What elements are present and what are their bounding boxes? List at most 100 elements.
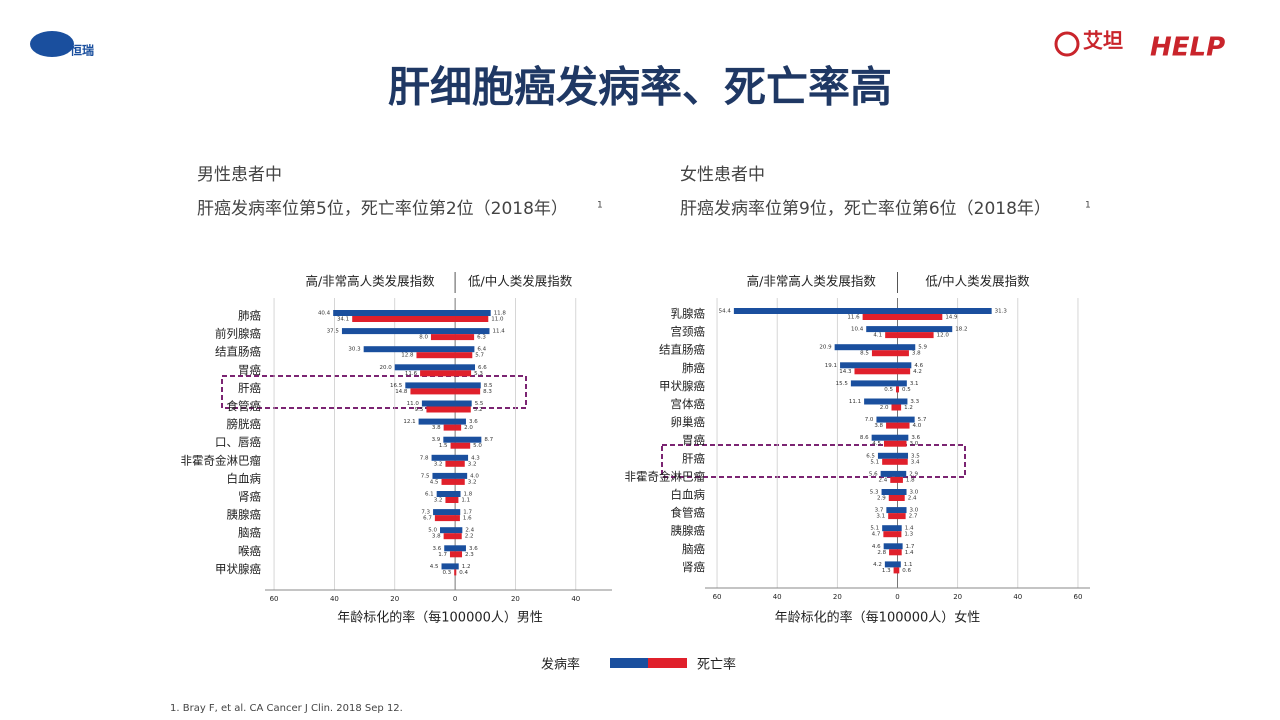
category-label: 胃癌 <box>682 433 705 447</box>
bar <box>897 561 901 568</box>
value-label: 4.2 <box>913 369 922 375</box>
x-tick-label: 40 <box>773 593 782 601</box>
x-tick-label: 0 <box>453 595 457 603</box>
side-label: 低/中人类发展指数 <box>468 274 573 289</box>
bar <box>897 326 953 333</box>
highlight-box <box>221 375 527 409</box>
value-label: 3.6 <box>469 546 478 552</box>
value-label: 16.5 <box>390 383 403 389</box>
category-label: 胰腺癌 <box>671 524 706 538</box>
value-label: 8.5 <box>484 383 493 389</box>
highlight-box <box>661 444 966 478</box>
bar <box>455 328 490 335</box>
value-label: 5.1 <box>870 526 879 532</box>
value-label: 1.3 <box>904 532 913 538</box>
value-label: 1.2 <box>904 405 913 411</box>
bar <box>897 507 907 514</box>
value-label: 5.5 <box>475 401 484 407</box>
x-tick-label: 60 <box>1074 593 1083 601</box>
bar <box>883 531 898 538</box>
value-label: 54.4 <box>719 309 732 315</box>
value-label: 3.4 <box>911 459 920 465</box>
bar <box>443 436 456 443</box>
bar <box>834 344 898 351</box>
bar <box>897 398 908 405</box>
bar <box>897 567 900 574</box>
value-label: 3.1 <box>876 514 885 520</box>
x-tick-label: 0 <box>895 593 899 601</box>
value-label: 40.4 <box>318 311 331 317</box>
value-label: 2.4 <box>879 477 888 483</box>
bar <box>436 491 456 497</box>
x-tick-label: 20 <box>390 595 399 603</box>
category-label: 乳腺癌 <box>671 307 706 321</box>
side-label: 高/非常高人类发展指数 <box>747 274 877 289</box>
bar <box>888 495 898 501</box>
bar <box>455 370 472 377</box>
bar <box>862 314 898 320</box>
value-label: 18.2 <box>955 327 967 333</box>
bar <box>876 416 898 423</box>
value-label: 1.3 <box>882 568 891 574</box>
value-label: 14.9 <box>945 315 958 321</box>
value-label: 3.6 <box>911 435 920 441</box>
chart-heading: 女性患者中 <box>680 165 765 185</box>
value-label: 0.5 <box>902 387 911 393</box>
bar <box>455 454 469 461</box>
value-label: 15.5 <box>836 381 849 387</box>
logo-mark <box>1054 31 1080 57</box>
value-label: 4.5 <box>430 564 439 570</box>
bar <box>455 527 463 534</box>
bar <box>430 334 456 341</box>
logo-text: HELP <box>1150 33 1225 63</box>
value-label: 7.5 <box>421 473 430 479</box>
bar <box>443 533 456 540</box>
bar <box>445 497 456 503</box>
value-label: 3.8 <box>912 351 921 357</box>
value-label: 11.6 <box>847 315 860 321</box>
value-label: 2.2 <box>465 534 474 540</box>
value-label: 11.4 <box>492 329 505 335</box>
bar <box>440 527 456 534</box>
category-label: 胃癌 <box>238 363 261 377</box>
bar <box>455 491 461 497</box>
bar <box>897 380 907 387</box>
category-label: 非霍奇金淋巴瘤 <box>181 453 262 467</box>
legend-swatch <box>648 658 687 668</box>
bar <box>333 310 456 316</box>
legend-swatch <box>610 658 648 668</box>
bar <box>897 476 903 483</box>
category-label: 肝癌 <box>682 451 705 465</box>
value-label: 1.7 <box>438 552 447 558</box>
value-label: 4.0 <box>913 423 922 429</box>
bar <box>888 513 898 520</box>
bar <box>455 569 457 576</box>
value-label: 2.7 <box>909 514 918 520</box>
value-label: 34.1 <box>337 317 349 323</box>
value-label: 5.7 <box>918 417 927 423</box>
bar <box>443 424 456 431</box>
bar <box>877 452 898 459</box>
value-label: 31.3 <box>995 309 1008 315</box>
bar <box>433 509 456 516</box>
bar <box>455 509 461 516</box>
value-label: 4.7 <box>872 532 881 538</box>
bar <box>897 440 907 447</box>
bar <box>897 416 915 423</box>
category-label: 白血病 <box>227 471 262 485</box>
category-label: 卵巢癌 <box>671 415 706 429</box>
bar <box>418 418 456 425</box>
chart-subheading: 肝癌发病率位第5位，死亡率位第2位（2018年） <box>197 199 568 219</box>
category-label: 结直肠癌 <box>215 345 261 359</box>
bar <box>455 316 489 322</box>
value-label: 4.5 <box>430 479 439 485</box>
value-label: 2.4 <box>465 528 474 534</box>
value-label: 0.5 <box>884 387 893 393</box>
value-label: 12.0 <box>937 333 950 339</box>
value-label: 1.7 <box>906 544 915 550</box>
bar <box>880 470 898 477</box>
bar <box>455 563 459 570</box>
value-label: 12.1 <box>403 419 415 425</box>
category-label: 肾癌 <box>238 490 261 504</box>
value-label: 5.7 <box>475 353 484 359</box>
